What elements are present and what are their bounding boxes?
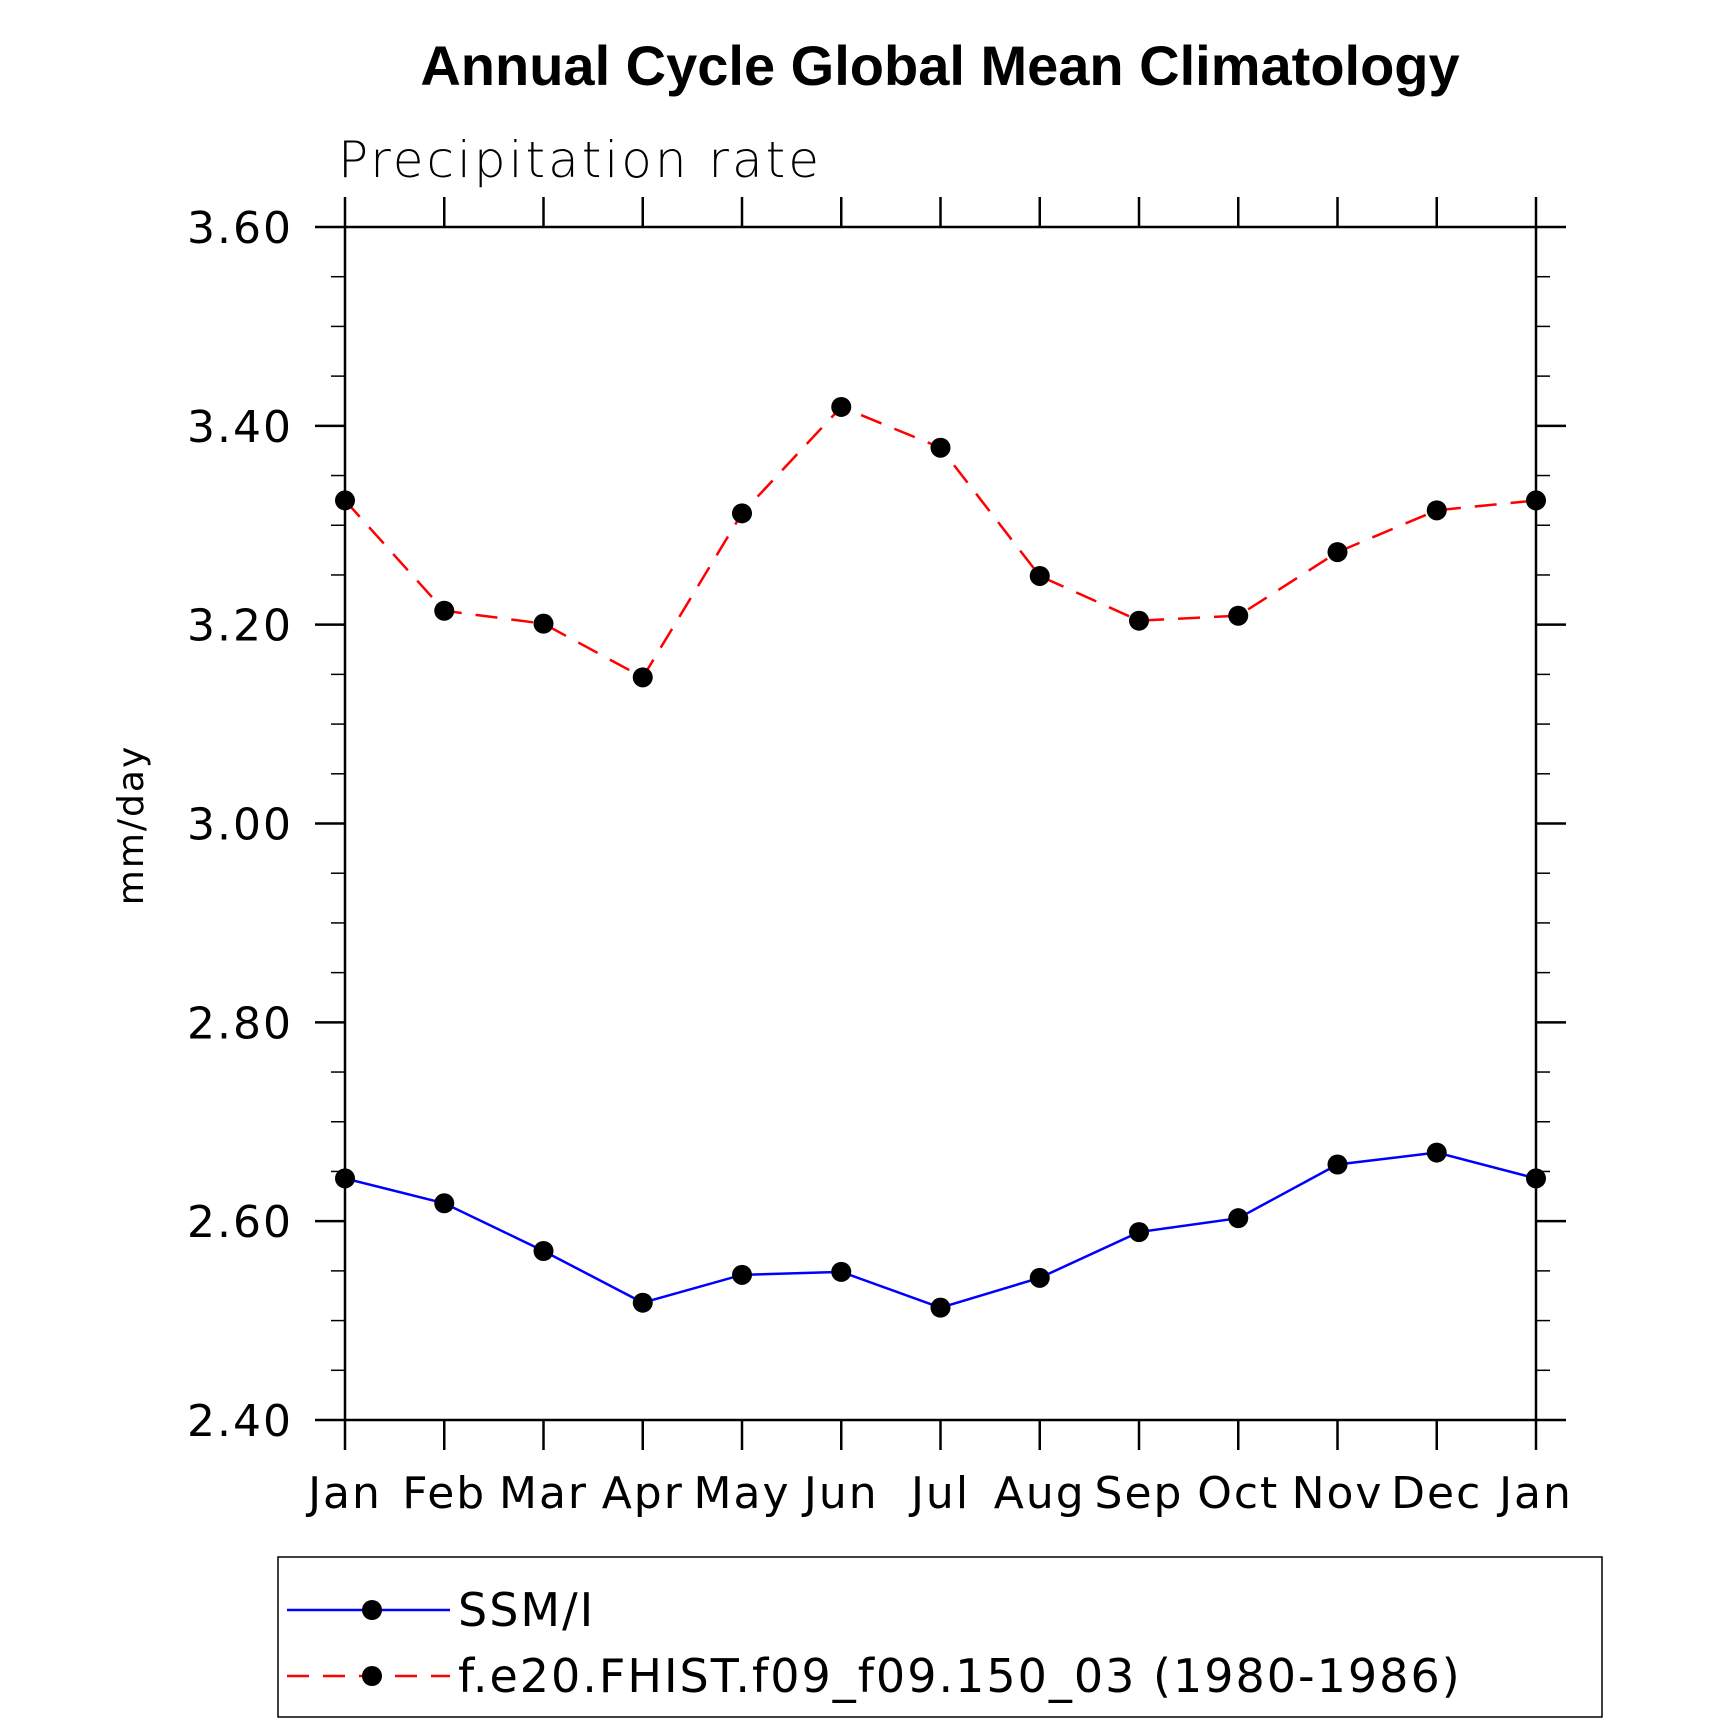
y-tick-label: 2.40 xyxy=(187,1396,293,1447)
x-tick-labels: Jan Feb Mar Apr May Jun Jul Aug Sep Oct Nov Dec Jan xyxy=(305,1468,1573,1519)
y-tick-label: 3.40 xyxy=(187,402,293,453)
data-point xyxy=(1526,490,1546,511)
data-point xyxy=(434,600,455,621)
y-axis-label: mm/day xyxy=(111,745,152,905)
x-tick-label: Mar xyxy=(499,1468,588,1519)
data-point xyxy=(1029,1267,1050,1288)
data-point xyxy=(632,667,653,688)
data-point xyxy=(1426,1142,1447,1163)
data-point xyxy=(930,437,951,458)
y-tick-label: 2.60 xyxy=(187,1197,293,1248)
legend-label-1: f.e20.FHIST.f09_f09.150_03 (1980-1986) xyxy=(458,1649,1462,1703)
x-tick-label: Jan xyxy=(1496,1468,1573,1519)
data-point xyxy=(1526,1168,1546,1189)
data-point xyxy=(335,1168,355,1189)
legend-box xyxy=(277,1556,1603,1718)
data-point xyxy=(732,503,752,524)
data-point xyxy=(335,490,355,511)
data-point xyxy=(1129,610,1149,631)
legend-marker-0 xyxy=(362,1600,382,1620)
legend-marker-1 xyxy=(362,1666,382,1686)
x-tick-label: Sep xyxy=(1095,1468,1184,1519)
data-point xyxy=(1327,542,1348,563)
x-tick-label: Feb xyxy=(402,1468,486,1519)
y-tick-label: 3.60 xyxy=(187,203,293,254)
chart-title: Annual Cycle Global Mean Climatology xyxy=(420,34,1459,97)
data-point xyxy=(1426,500,1447,521)
data-point xyxy=(632,1292,653,1313)
ticks xyxy=(315,197,1566,1450)
y-tick-label: 2.80 xyxy=(187,998,293,1049)
data-point xyxy=(1228,1208,1249,1229)
data-point xyxy=(831,396,852,417)
y-tick-label: 3.00 xyxy=(187,800,293,851)
data-point xyxy=(434,1193,455,1214)
chart-subtitle: Precipitation rate xyxy=(338,131,822,189)
legend: SSM/I f.e20.FHIST.f09_f09.150_03 (1980-19… xyxy=(277,1556,1603,1718)
data-point xyxy=(930,1297,951,1318)
x-tick-label: May xyxy=(694,1468,791,1519)
y-tick-labels: 2.40 2.60 2.80 3.00 3.20 3.40 3.60 xyxy=(187,203,293,1447)
y-tick-label: 3.20 xyxy=(187,601,293,652)
data-point xyxy=(1228,605,1249,626)
data-point xyxy=(1029,565,1050,586)
series-layer xyxy=(335,396,1546,1318)
data-point xyxy=(533,1240,554,1261)
x-tick-label: Jan xyxy=(305,1468,382,1519)
series-line-0 xyxy=(344,1151,1537,1309)
data-point xyxy=(1129,1222,1149,1243)
x-tick-label: Dec xyxy=(1391,1468,1482,1519)
x-tick-label: Aug xyxy=(994,1468,1086,1519)
data-point xyxy=(533,613,554,634)
x-tick-label: Apr xyxy=(602,1468,684,1519)
x-tick-label: Oct xyxy=(1197,1468,1279,1519)
data-point xyxy=(1327,1154,1348,1175)
x-tick-label: Jun xyxy=(801,1468,879,1519)
data-point xyxy=(732,1264,752,1285)
data-point xyxy=(831,1261,852,1282)
x-tick-label: Jul xyxy=(908,1468,970,1519)
x-tick-label: Nov xyxy=(1292,1468,1384,1519)
legend-label-0: SSM/I xyxy=(458,1583,595,1637)
legend-items: SSM/I f.e20.FHIST.f09_f09.150_03 (1980-19… xyxy=(287,1583,1462,1703)
